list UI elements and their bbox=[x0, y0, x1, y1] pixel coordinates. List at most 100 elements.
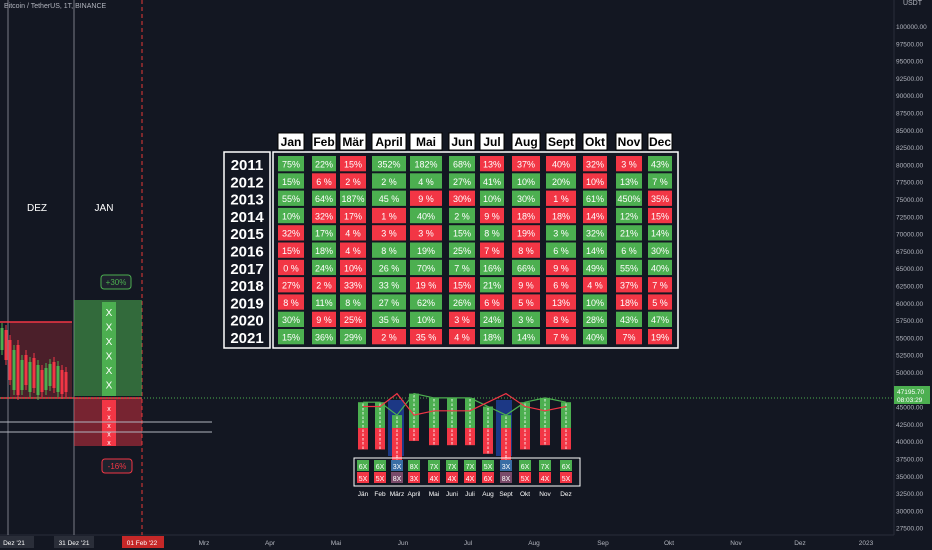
time-label: 31 Dez '21 bbox=[59, 540, 90, 547]
return-value: 26 % bbox=[379, 263, 400, 273]
return-value: 18% bbox=[315, 246, 333, 256]
summary-up-x: x bbox=[413, 419, 416, 424]
return-cell bbox=[372, 173, 406, 189]
down-pct-label: -16% bbox=[108, 462, 127, 471]
summary-up-x: x bbox=[487, 406, 490, 411]
summary-up-x: x bbox=[565, 411, 568, 416]
month-header: Aug bbox=[514, 135, 537, 149]
return-cell bbox=[648, 277, 672, 293]
return-value: 37% bbox=[517, 160, 535, 170]
return-value: 20% bbox=[552, 177, 570, 187]
summary-up-x: x bbox=[469, 411, 472, 416]
return-cell bbox=[372, 277, 406, 293]
return-value: 18% bbox=[517, 211, 535, 221]
price-tick: 97500.00 bbox=[896, 41, 923, 48]
summary-up-x: x bbox=[565, 415, 568, 420]
return-value: 75% bbox=[282, 160, 300, 170]
return-value: 450% bbox=[617, 194, 640, 204]
return-cell bbox=[410, 311, 442, 327]
summary-up-x: x bbox=[413, 402, 416, 407]
jan-up-x: X bbox=[106, 366, 113, 377]
return-cell bbox=[449, 190, 475, 206]
summary-down-x: x bbox=[451, 436, 454, 441]
summary-down-x: x bbox=[451, 428, 454, 433]
return-cell bbox=[278, 329, 304, 345]
return-cell bbox=[546, 156, 576, 172]
summary-up-count: 3X bbox=[393, 464, 402, 471]
summary-month-label: Aug bbox=[482, 491, 494, 498]
return-cell bbox=[648, 242, 672, 258]
return-value: 14% bbox=[586, 211, 604, 221]
return-value: 43% bbox=[620, 315, 638, 325]
return-cell bbox=[312, 207, 336, 224]
return-cell bbox=[616, 329, 642, 345]
summary-down-box bbox=[374, 472, 386, 483]
return-value: 15% bbox=[282, 246, 300, 256]
summary-down-x: x bbox=[362, 436, 365, 441]
candle-body bbox=[0, 328, 4, 350]
return-value: 16% bbox=[483, 263, 501, 273]
time-label: Apr bbox=[265, 540, 276, 547]
time-label: Aug bbox=[528, 540, 540, 547]
return-cell bbox=[312, 242, 336, 258]
summary-month-label: Juni bbox=[446, 491, 458, 498]
return-value: 27 % bbox=[379, 298, 400, 308]
return-cell bbox=[312, 190, 336, 206]
summary-down-box bbox=[539, 472, 551, 483]
summary-down-count: 4X bbox=[448, 476, 457, 483]
jan-up-x: X bbox=[106, 352, 113, 363]
candle-body bbox=[24, 355, 28, 385]
summary-up-x: x bbox=[362, 411, 365, 416]
summary-down-x: x bbox=[362, 428, 365, 433]
summary-down-x: x bbox=[433, 436, 436, 441]
summary-down-count: 8X bbox=[502, 476, 511, 483]
return-value: 19% bbox=[651, 333, 669, 343]
return-cell bbox=[312, 311, 336, 327]
return-cell bbox=[372, 329, 406, 345]
time-label: Dez '21 bbox=[3, 540, 25, 547]
candle-body bbox=[36, 365, 40, 395]
return-value: 2 % bbox=[454, 211, 470, 221]
return-value: 21% bbox=[483, 281, 501, 291]
return-cell bbox=[340, 190, 366, 206]
summary-up-x: x bbox=[396, 424, 399, 429]
time-label: 01 Feb '22 bbox=[127, 540, 158, 547]
return-cell bbox=[583, 156, 607, 172]
summary-down-count: 8X bbox=[393, 476, 402, 483]
return-cell bbox=[546, 329, 576, 345]
summary-up-x: x bbox=[433, 406, 436, 411]
return-value: 17% bbox=[344, 211, 362, 221]
summary-down-count: 4X bbox=[466, 476, 475, 483]
return-value: 2 % bbox=[316, 281, 332, 291]
year-label: 2016 bbox=[230, 244, 263, 261]
summary-down-box bbox=[428, 472, 440, 483]
summary-down-box bbox=[500, 472, 512, 483]
month-header: Dec bbox=[649, 135, 671, 149]
return-value: 4 % bbox=[418, 177, 434, 187]
time-label: Jun bbox=[398, 540, 409, 547]
month-header-box bbox=[409, 132, 443, 151]
return-cell bbox=[410, 294, 442, 310]
return-value: 4 % bbox=[587, 281, 603, 291]
summary-down-bar bbox=[409, 428, 419, 441]
return-value: 22% bbox=[315, 160, 333, 170]
price-tick: 57500.00 bbox=[896, 318, 923, 325]
summary-down-x: x bbox=[469, 432, 472, 437]
return-value: 1 % bbox=[381, 211, 397, 221]
summary-down-x: x bbox=[524, 445, 527, 450]
summary-down-x: x bbox=[396, 436, 399, 441]
return-value: 352% bbox=[377, 160, 400, 170]
return-value: 10% bbox=[344, 263, 362, 273]
summary-down-x: x bbox=[413, 432, 416, 437]
return-value: 25% bbox=[344, 315, 362, 325]
return-cell bbox=[372, 311, 406, 327]
summary-up-bar bbox=[501, 415, 511, 428]
price-tick: 77500.00 bbox=[896, 180, 923, 187]
return-cell bbox=[340, 225, 366, 241]
return-value: 35 % bbox=[379, 315, 400, 325]
month-header: April bbox=[375, 135, 402, 149]
summary-down-x: x bbox=[379, 445, 382, 450]
summary-down-x: x bbox=[505, 454, 508, 459]
return-value: 2 % bbox=[381, 333, 397, 343]
